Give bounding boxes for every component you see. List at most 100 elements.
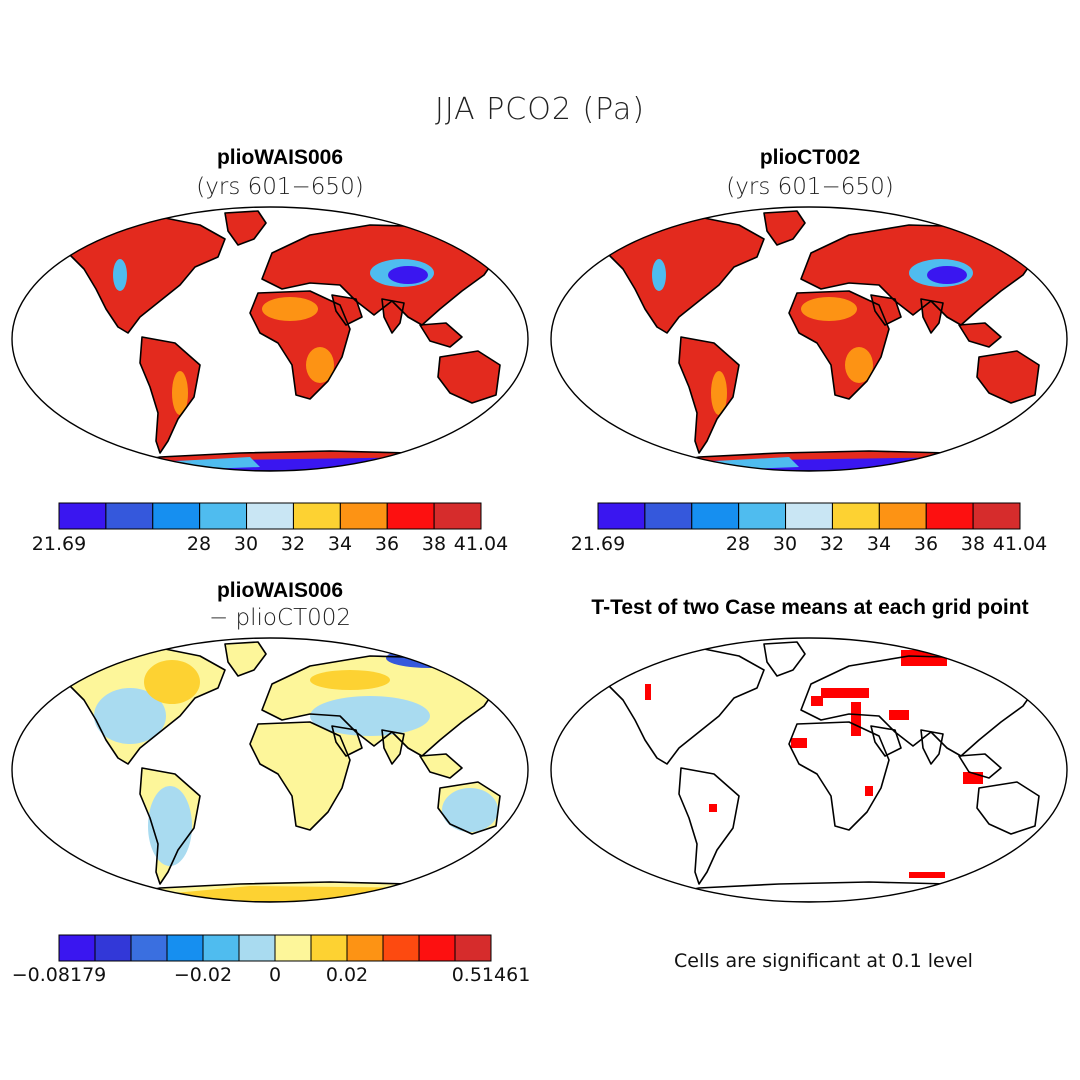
colorbar-swatch xyxy=(202,934,240,962)
field-region xyxy=(987,228,1031,246)
coastline-africa xyxy=(249,290,351,400)
colorbar-swatch xyxy=(94,934,132,962)
coastline-greenland xyxy=(763,641,806,677)
colorbar-swatch xyxy=(831,502,880,530)
land-samerica xyxy=(679,337,739,453)
map-frame xyxy=(550,637,1068,903)
cb1-tick-max: 41.04 xyxy=(453,533,509,555)
cb2-tick-34: 34 xyxy=(866,533,892,555)
colorbar-swatch xyxy=(597,502,646,530)
colorbar-swatch xyxy=(105,502,154,530)
coastline-namerica xyxy=(608,647,765,765)
land-australia xyxy=(977,351,1039,403)
field-region xyxy=(845,347,873,383)
colorbar-swatch xyxy=(246,502,294,530)
land-samerica xyxy=(140,337,200,453)
field-region xyxy=(927,266,967,284)
cb2-tick-max: 41.04 xyxy=(992,533,1048,555)
panel2-title: plioCT002 xyxy=(759,146,861,169)
cb3-tick-zero: 0 xyxy=(268,964,282,986)
field-region xyxy=(645,684,651,700)
map-frame xyxy=(550,206,1068,472)
colorbar-swatch xyxy=(152,502,201,530)
coastline-seasia xyxy=(958,322,1002,348)
coastline-namerica xyxy=(608,216,765,334)
cb3-tick-min: −0.08179 xyxy=(11,964,107,986)
cb3-tick-neg002: −0.02 xyxy=(173,964,233,986)
colorbar-swatch xyxy=(382,934,420,962)
coastline-samerica xyxy=(139,767,201,885)
coastline-samerica xyxy=(678,336,740,454)
colorbar-swatch xyxy=(58,502,107,530)
panel1-subtitle: (yrs 601−650) xyxy=(196,174,364,200)
land-samerica xyxy=(679,768,739,884)
colorbar-panel3 xyxy=(58,934,492,962)
field-region xyxy=(448,228,492,246)
cb2-tick-32: 32 xyxy=(819,533,845,555)
field-region xyxy=(711,371,727,415)
cb2-tick-38: 38 xyxy=(960,533,986,555)
field-region xyxy=(909,872,945,878)
cb2-tick-30: 30 xyxy=(772,533,798,555)
colorbar-swatch xyxy=(274,934,312,962)
colorbar-swatch xyxy=(691,502,740,530)
colorbar-swatch xyxy=(972,502,1021,530)
colorbar-panel1 xyxy=(58,502,482,530)
panel1-title: plioWAIS006 xyxy=(216,146,344,169)
land-australia xyxy=(977,782,1039,834)
land-greenland xyxy=(225,642,266,676)
land-australia xyxy=(438,351,500,403)
cb2-tick-36: 36 xyxy=(913,533,939,555)
cb1-tick-32: 32 xyxy=(280,533,306,555)
field-region xyxy=(113,259,127,291)
field-region xyxy=(821,688,869,698)
coastline-seasia xyxy=(958,753,1002,779)
colorbar-swatch xyxy=(292,502,341,530)
colorbar-swatch xyxy=(433,502,482,530)
map-frame xyxy=(11,637,529,903)
field-region xyxy=(791,738,807,748)
coastline-africa xyxy=(249,721,351,831)
cb3-tick-002: 0.02 xyxy=(325,964,369,986)
panel3-subtitle: − plioCT002 xyxy=(208,605,352,631)
colorbar-panel2 xyxy=(597,502,1021,530)
cb3-tick-max: 0.51461 xyxy=(451,964,531,986)
field-region xyxy=(889,710,909,720)
coastline-africa xyxy=(788,290,890,400)
cb1-tick-min: 21.69 xyxy=(31,533,87,555)
field-region xyxy=(310,670,390,690)
field-region xyxy=(148,786,192,866)
field-region xyxy=(144,660,200,704)
colorbar-swatch xyxy=(339,502,388,530)
map-panel-difference xyxy=(11,637,529,903)
coastline-seasia xyxy=(419,753,463,779)
land-namerica xyxy=(609,217,764,333)
colorbar-swatch xyxy=(166,934,204,962)
map-frame xyxy=(11,206,529,472)
field-region xyxy=(386,648,474,668)
cb1-tick-30: 30 xyxy=(233,533,259,555)
land-greenland xyxy=(764,642,805,676)
cb2-tick-28: 28 xyxy=(725,533,751,555)
colorbar-swatch xyxy=(310,934,348,962)
cb1-tick-36: 36 xyxy=(374,533,400,555)
coastline-seasia xyxy=(419,322,463,348)
field-region xyxy=(172,371,188,415)
land-arabia xyxy=(332,295,362,325)
coastline-greenland xyxy=(224,641,267,677)
field-region xyxy=(94,688,166,744)
cb1-tick-34: 34 xyxy=(327,533,353,555)
land-namerica xyxy=(609,648,764,764)
map-panel-ttest xyxy=(550,637,1068,903)
colorbar-swatch xyxy=(925,502,974,530)
coastline-arabia xyxy=(331,725,363,757)
coastline-namerica xyxy=(69,216,226,334)
land-africa xyxy=(250,722,350,830)
coastline-greenland xyxy=(763,210,806,246)
land-africa xyxy=(789,722,889,830)
coastline-australia xyxy=(437,350,501,404)
coastline-namerica xyxy=(69,647,226,765)
coastline-greenland xyxy=(224,210,267,246)
panel2-subtitle: (yrs 601−650) xyxy=(726,174,894,200)
colorbar-swatch xyxy=(418,934,456,962)
